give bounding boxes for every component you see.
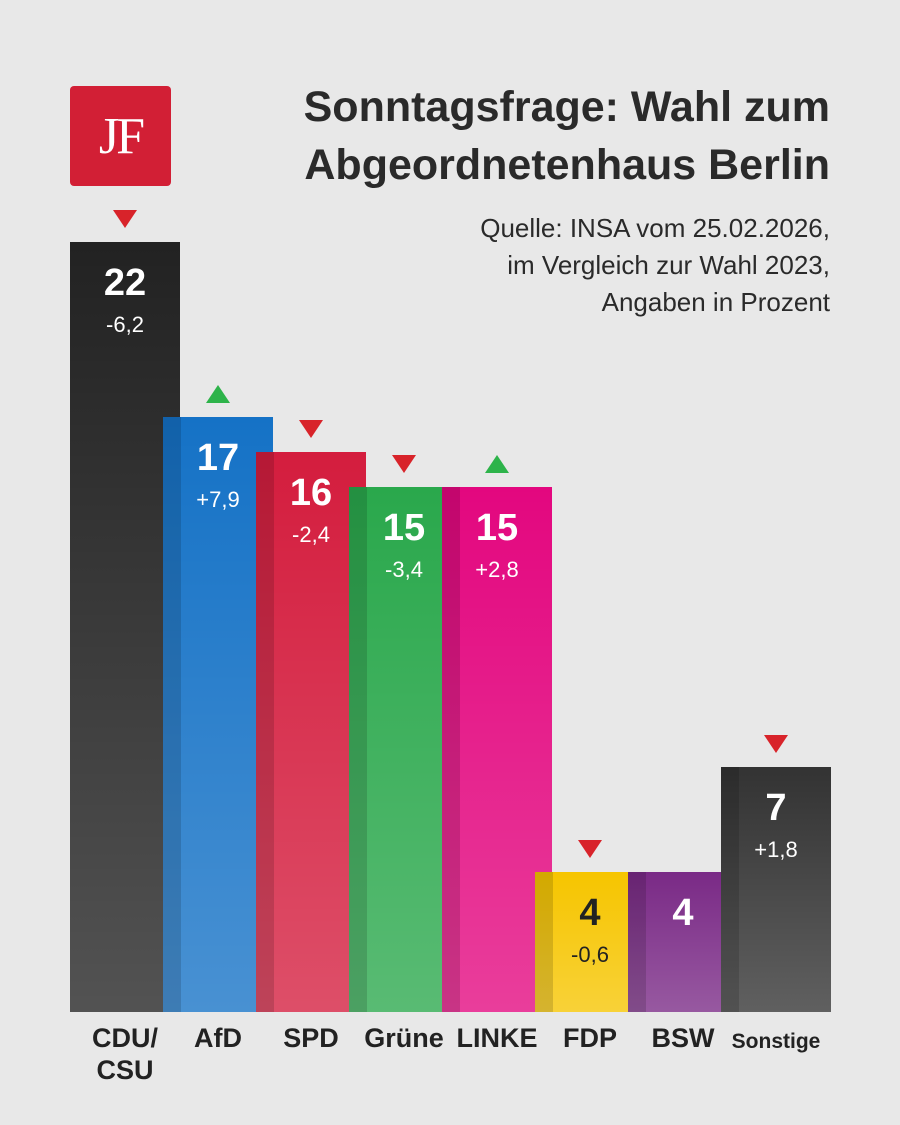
- change-label: -6,2: [106, 312, 144, 337]
- trend-arrow: [299, 420, 323, 438]
- bar: [349, 487, 459, 1012]
- x-tick-label: Grüne: [364, 1023, 444, 1053]
- trend-arrow: [113, 210, 137, 228]
- x-tick-label: AfD: [194, 1023, 242, 1053]
- bar: [442, 487, 552, 1012]
- x-tick-label: BSW: [651, 1023, 715, 1053]
- change-label: +2,8: [475, 557, 519, 582]
- change-label: -2,4: [292, 522, 330, 547]
- logo: JF: [70, 86, 171, 186]
- value-label: 15: [475, 507, 519, 549]
- x-tick-label: FDP: [563, 1023, 617, 1053]
- chart-subtitle: Quelle: INSA vom 25.02.2026, im Vergleic…: [480, 213, 830, 317]
- x-tick-label: LINKE: [456, 1023, 538, 1053]
- bar: [70, 242, 180, 1012]
- value-label: 16: [289, 472, 333, 514]
- bar: [721, 767, 831, 1012]
- trend-arrow: [764, 735, 788, 753]
- value-label: 15: [382, 507, 426, 549]
- value-label: 4: [672, 892, 694, 934]
- bar: [163, 417, 273, 1012]
- change-label: -3,4: [385, 557, 423, 582]
- chart-title: Sonntagsfrage: Wahl zum Abgeordnetenhaus…: [303, 83, 830, 189]
- value-label: 22: [103, 262, 147, 304]
- x-tick-label: Sonstige: [731, 1030, 821, 1053]
- bar: [256, 452, 366, 1012]
- change-label: +7,9: [196, 487, 240, 512]
- bar: [628, 872, 738, 1012]
- change-label: +1,8: [754, 837, 798, 862]
- value-label: 4: [579, 892, 601, 934]
- value-label: 7: [765, 787, 787, 829]
- trend-arrow: [206, 385, 230, 403]
- bar: [535, 872, 645, 1012]
- x-tick-label: SPD: [283, 1023, 339, 1053]
- change-label: -0,6: [571, 942, 609, 967]
- trend-arrow: [578, 840, 602, 858]
- value-label: 17: [196, 437, 240, 479]
- x-tick-label: CDU/ CSU: [92, 1023, 158, 1085]
- trend-arrow: [485, 455, 509, 473]
- trend-arrow: [392, 455, 416, 473]
